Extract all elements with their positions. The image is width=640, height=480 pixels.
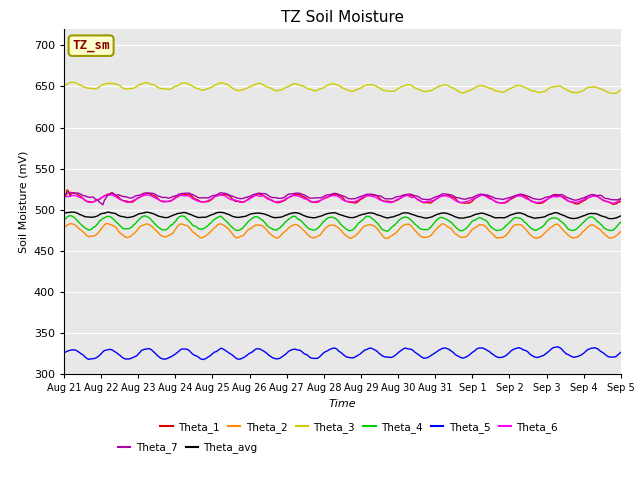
- Theta_6: [107, 192, 115, 198]
- Theta_4: [383, 228, 390, 234]
- Theta_1: [228, 195, 236, 201]
- Theta_2: [60, 225, 68, 230]
- Theta_6: [246, 195, 254, 201]
- Theta_3: [70, 80, 77, 85]
- Theta_6: [305, 197, 313, 203]
- Theta_avg: [68, 209, 76, 215]
- Theta_avg: [246, 211, 254, 217]
- Theta_2: [589, 222, 596, 228]
- Theta_7: [99, 202, 107, 208]
- Line: Theta_5: Theta_5: [64, 347, 621, 360]
- X-axis label: Time: Time: [328, 399, 356, 409]
- Theta_7: [257, 191, 265, 196]
- Theta_1: [305, 198, 313, 204]
- Theta_7: [60, 192, 68, 198]
- Theta_4: [617, 219, 625, 225]
- Line: Theta_4: Theta_4: [64, 216, 621, 231]
- Y-axis label: Soil Moisture (mV): Soil Moisture (mV): [19, 150, 28, 253]
- Theta_avg: [255, 210, 263, 216]
- Theta_2: [255, 223, 263, 228]
- Theta_5: [617, 349, 625, 355]
- Theta_1: [609, 202, 617, 207]
- Theta_6: [617, 196, 625, 202]
- Theta_7: [67, 190, 74, 195]
- Theta_avg: [130, 214, 138, 219]
- Theta_1: [588, 193, 595, 199]
- Theta_4: [246, 217, 254, 223]
- Theta_2: [130, 231, 138, 237]
- Text: TZ_sm: TZ_sm: [72, 39, 110, 52]
- Theta_2: [228, 230, 236, 236]
- Theta_1: [130, 199, 138, 204]
- Theta_6: [255, 193, 263, 199]
- Legend: Theta_7, Theta_avg: Theta_7, Theta_avg: [114, 438, 262, 457]
- Theta_5: [129, 355, 136, 361]
- Theta_7: [248, 192, 255, 198]
- Line: Theta_avg: Theta_avg: [64, 212, 621, 219]
- Line: Theta_3: Theta_3: [64, 83, 621, 94]
- Theta_avg: [607, 216, 615, 222]
- Theta_4: [305, 226, 313, 231]
- Theta_7: [617, 195, 625, 201]
- Line: Theta_6: Theta_6: [64, 195, 621, 203]
- Theta_1: [60, 194, 68, 200]
- Theta_4: [255, 215, 263, 221]
- Theta_3: [609, 91, 617, 96]
- Line: Theta_1: Theta_1: [64, 190, 621, 204]
- Theta_2: [383, 236, 390, 241]
- Theta_3: [255, 80, 263, 86]
- Theta_4: [589, 215, 596, 220]
- Theta_4: [228, 224, 236, 229]
- Theta_avg: [617, 213, 625, 219]
- Theta_4: [60, 217, 68, 223]
- Line: Theta_2: Theta_2: [64, 224, 621, 239]
- Title: TZ Soil Moisture: TZ Soil Moisture: [281, 10, 404, 25]
- Theta_1: [246, 195, 254, 201]
- Theta_3: [228, 84, 236, 90]
- Theta_7: [589, 192, 596, 197]
- Theta_6: [60, 194, 68, 200]
- Theta_3: [130, 85, 138, 91]
- Theta_avg: [228, 213, 236, 219]
- Theta_3: [588, 84, 595, 90]
- Theta_1: [617, 198, 625, 204]
- Theta_5: [200, 357, 207, 362]
- Theta_2: [305, 233, 313, 239]
- Theta_avg: [305, 215, 313, 220]
- Theta_6: [130, 197, 138, 203]
- Theta_6: [497, 200, 505, 206]
- Theta_3: [60, 83, 68, 88]
- Theta_5: [305, 354, 313, 360]
- Theta_3: [246, 84, 254, 89]
- Theta_1: [255, 191, 263, 197]
- Theta_3: [305, 86, 313, 92]
- Theta_4: [130, 222, 138, 228]
- Theta_5: [255, 346, 263, 352]
- Theta_avg: [588, 211, 595, 216]
- Theta_4: [67, 213, 74, 218]
- Theta_2: [246, 226, 254, 232]
- Theta_5: [246, 350, 254, 356]
- Theta_3: [617, 87, 625, 93]
- Theta_avg: [60, 211, 68, 216]
- Theta_5: [554, 344, 561, 350]
- Theta_2: [104, 221, 111, 227]
- Theta_7: [131, 193, 139, 199]
- Theta_7: [307, 195, 314, 201]
- Theta_6: [589, 193, 596, 199]
- Theta_7: [229, 193, 237, 199]
- Theta_5: [589, 345, 596, 351]
- Line: Theta_7: Theta_7: [64, 192, 621, 205]
- Theta_5: [228, 351, 236, 357]
- Theta_5: [60, 350, 68, 356]
- Theta_6: [228, 197, 236, 203]
- Theta_2: [617, 228, 625, 234]
- Theta_1: [63, 187, 71, 193]
